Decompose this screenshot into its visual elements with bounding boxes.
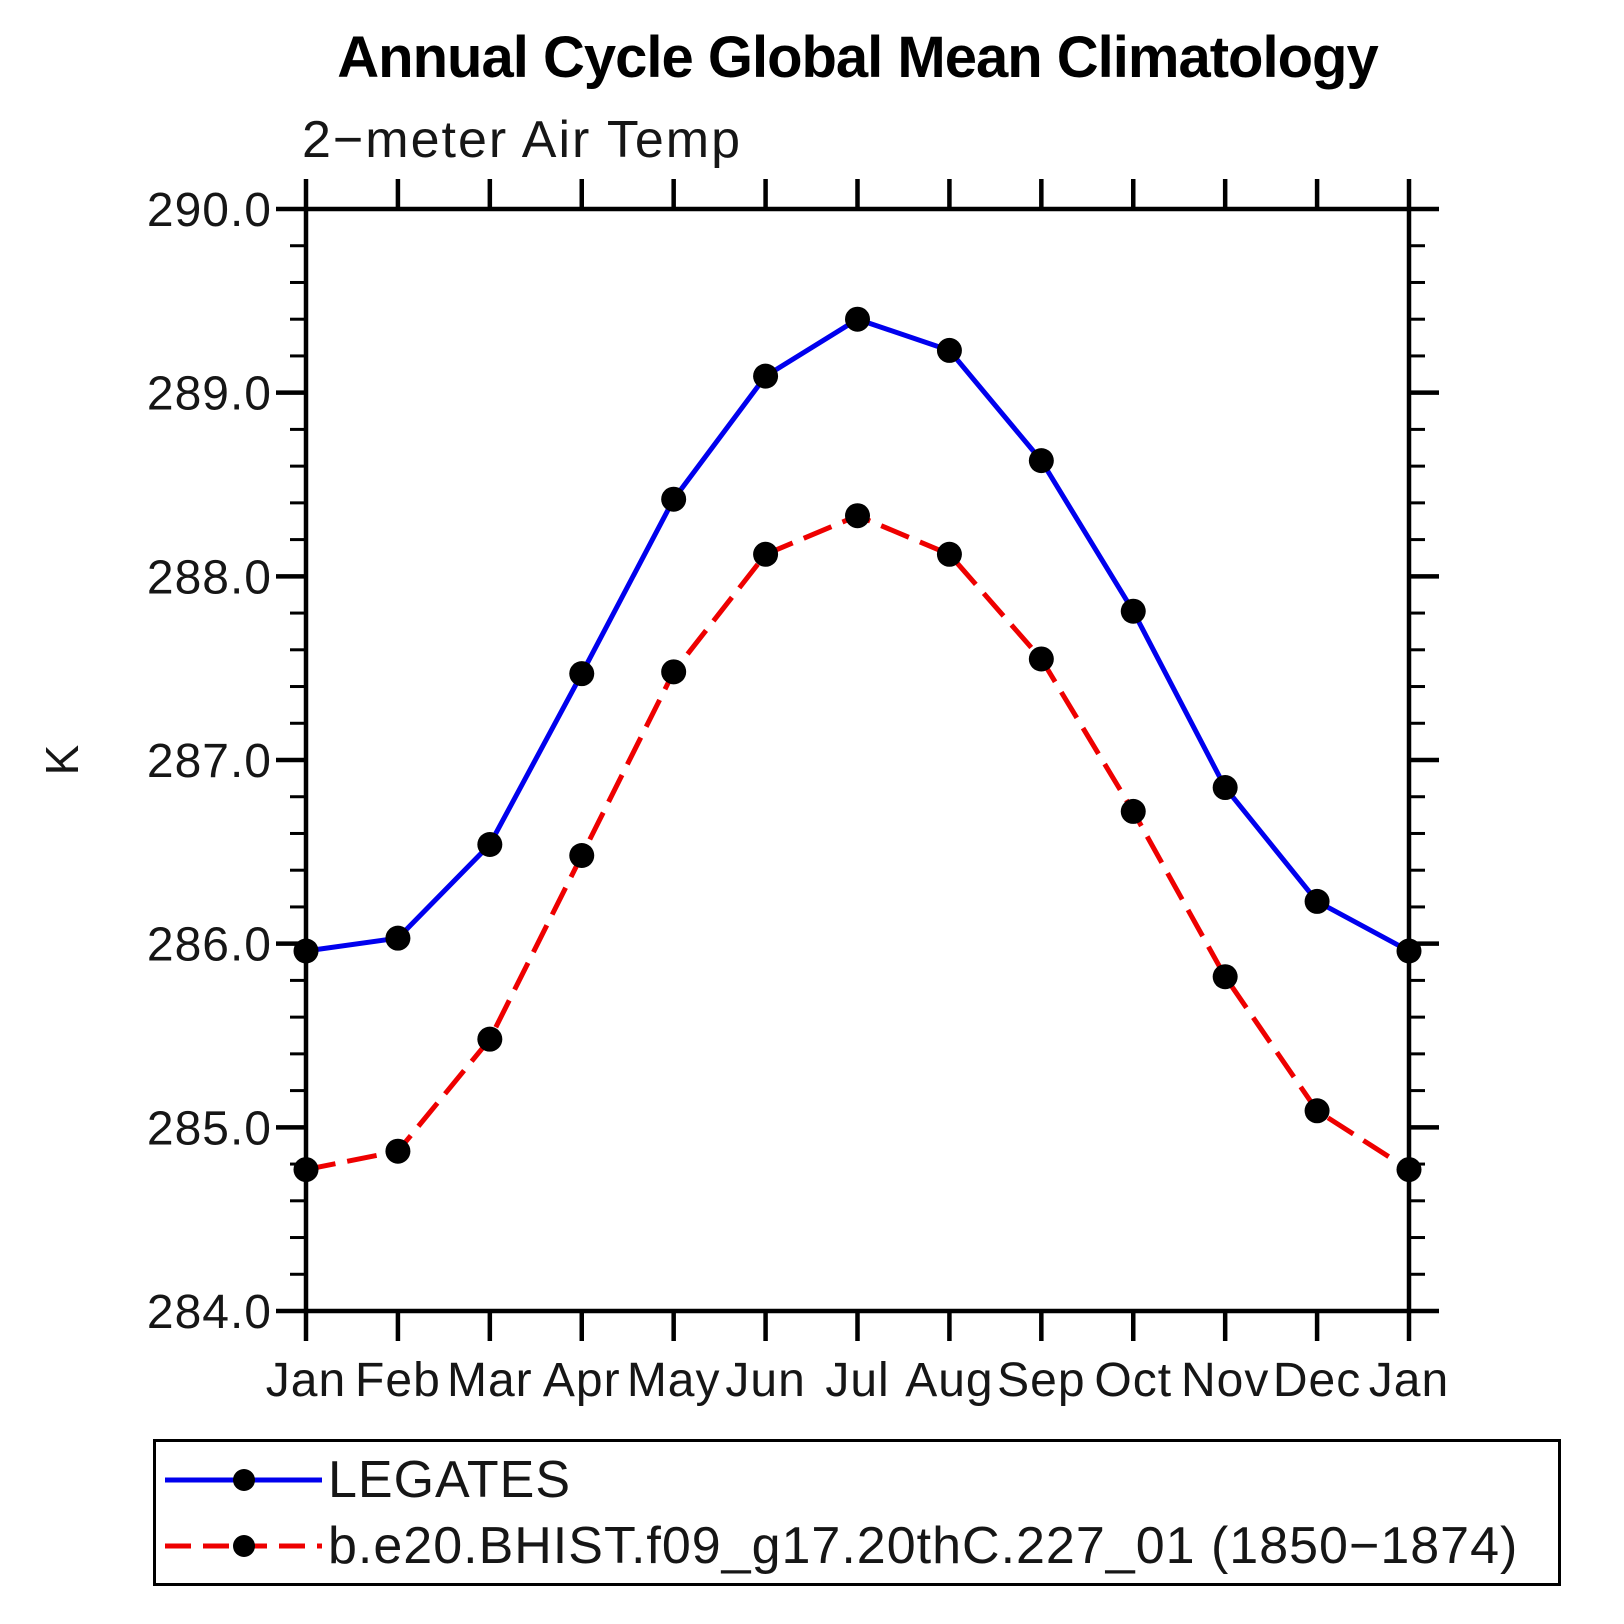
x-tick-label: Jun: [725, 1354, 805, 1407]
data-point-series-0: [569, 661, 595, 687]
data-point-series-0: [661, 486, 687, 512]
data-point-series-1: [1120, 798, 1146, 824]
x-tick-label: Mar: [447, 1354, 533, 1407]
x-tick-label: Jul: [825, 1354, 889, 1407]
series-line-0: [305, 316, 1411, 954]
x-tick-label: Jan: [1369, 1354, 1449, 1407]
data-point-series-1: [845, 503, 870, 529]
chart-title: Annual Cycle Global Mean Climatology: [337, 25, 1378, 90]
data-point-series-0: [1304, 888, 1330, 914]
data-point-series-0: [1120, 598, 1146, 624]
data-point-series-1: [936, 541, 962, 567]
x-tick-label: Sep: [997, 1354, 1085, 1407]
y-tick-label: 285.0: [147, 1102, 272, 1155]
x-tick-label: Nov: [1181, 1354, 1269, 1407]
data-point-series-1: [385, 1138, 411, 1164]
data-point-series-0: [385, 925, 411, 951]
data-point-series-0: [293, 938, 319, 964]
y-tick-label: 290.0: [147, 184, 272, 237]
x-tick-label: May: [627, 1354, 721, 1407]
data-point-series-1: [569, 843, 595, 869]
y-tick-label: 286.0: [147, 919, 272, 972]
y-tick-label: 287.0: [147, 735, 272, 788]
data-point-series-1: [1212, 964, 1238, 990]
data-point-series-0: [753, 363, 779, 389]
x-tick-label: Oct: [1094, 1354, 1172, 1407]
legend-label-model: b.e20.BHIST.f09_g17.20thC.227_01 (1850−1…: [328, 1517, 1519, 1575]
data-point-series-0: [845, 306, 870, 332]
data-point-series-1: [1396, 1157, 1422, 1183]
x-tick-label: Aug: [905, 1354, 993, 1407]
x-tick-label: Feb: [355, 1354, 441, 1407]
data-point-series-0: [1028, 448, 1054, 474]
data-point-series-1: [1028, 646, 1054, 672]
chart-subtitle: 2−meter Air Temp: [302, 111, 743, 169]
series-line-1: [305, 513, 1411, 1173]
y-tick-label: 284.0: [147, 1286, 272, 1339]
data-point-series-0: [936, 337, 962, 363]
data-point-series-0: [477, 831, 503, 857]
legend-line-sample-dashed: [165, 1535, 322, 1557]
y-tick-label: 289.0: [147, 368, 272, 421]
legend-entry-model: b.e20.BHIST.f09_g17.20thC.227_01 (1850−1…: [164, 1516, 1518, 1576]
data-point-series-1: [753, 541, 779, 567]
data-point-series-1: [1304, 1098, 1330, 1124]
legend-label-legates: LEGATES: [328, 1451, 572, 1509]
data-point-series-0: [1396, 938, 1422, 964]
legend-line-sample-solid: [165, 1469, 322, 1491]
data-point-series-1: [661, 659, 687, 685]
legend: LEGATES b.e20.BHIST.f09_g17.20thC.227_01…: [153, 1439, 1561, 1586]
y-tick-label: 288.0: [147, 551, 272, 604]
legend-entry-legates: LEGATES: [164, 1450, 571, 1510]
x-tick-label: Jan: [266, 1354, 346, 1407]
data-point-series-0: [1212, 775, 1238, 801]
y-axis-title: K: [36, 744, 88, 775]
x-tick-label: Dec: [1273, 1354, 1361, 1407]
x-tick-label: Apr: [543, 1354, 621, 1407]
data-point-series-1: [293, 1157, 319, 1183]
data-point-series-1: [477, 1026, 503, 1052]
plot-frame: [303, 206, 1412, 1314]
